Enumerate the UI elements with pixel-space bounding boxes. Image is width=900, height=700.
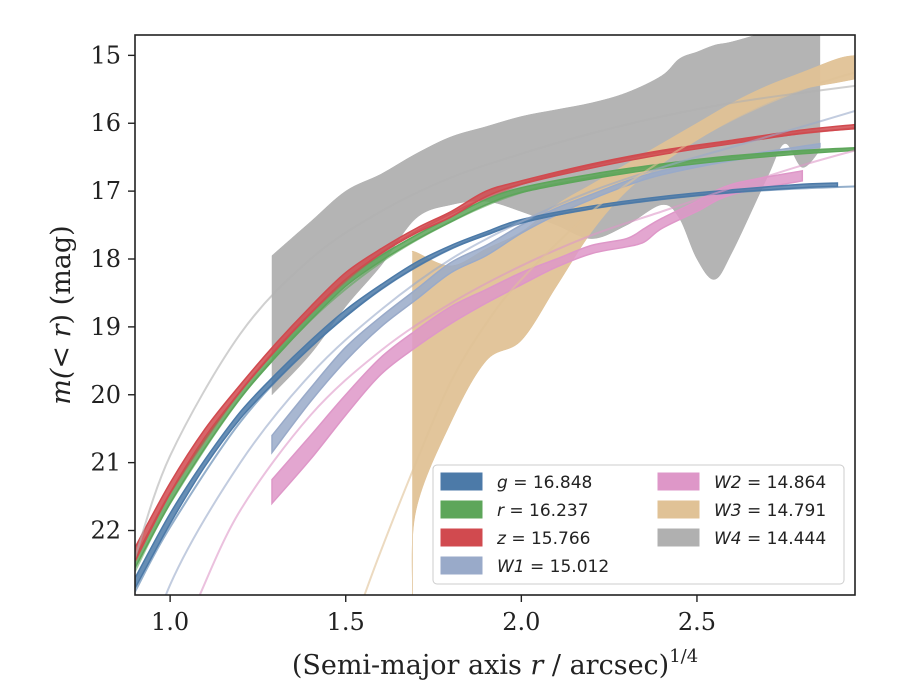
y-tick-label: 18 xyxy=(90,245,121,273)
x-axis-label-prefix: (Semi-major axis xyxy=(292,650,531,681)
y-tick-label: 21 xyxy=(90,449,121,477)
model-curve-w4 xyxy=(135,84,855,559)
plot-area xyxy=(135,35,855,595)
x-axis-label-variable: r xyxy=(530,650,545,681)
model-curve-z xyxy=(135,127,855,562)
model-curve-r xyxy=(135,147,855,572)
y-tick-label: 22 xyxy=(90,517,121,545)
legend-label-g: g = 16.848 xyxy=(497,473,592,493)
legend-swatch-w3 xyxy=(657,500,700,519)
model-curve-w2 xyxy=(198,149,855,595)
y-tick-label: 19 xyxy=(90,313,121,341)
x-tick-label: 2.5 xyxy=(678,608,716,636)
x-tick-label: 1.5 xyxy=(327,608,365,636)
x-tick-label: 1.0 xyxy=(151,608,189,636)
y-axis-label-suffix: ) (mag) xyxy=(46,225,77,324)
legend-box xyxy=(432,464,845,585)
x-axis-label: (Semi-major axis r / arcsec)1/4 xyxy=(292,646,698,681)
legend: g = 16.848 W2 = 14.864 r = 16.237 W3 = 14.7… xyxy=(432,464,845,585)
y-tick-label: 20 xyxy=(90,381,121,409)
band-w2 xyxy=(271,169,804,506)
model-curve-g xyxy=(135,185,855,593)
model-curve-w1 xyxy=(164,110,855,595)
y-tick-label: 17 xyxy=(90,177,121,205)
legend-label-w3: W3 = 14.791 xyxy=(714,501,826,521)
legend-swatch-g xyxy=(440,472,483,491)
legend-label-z: z = 15.766 xyxy=(496,529,590,549)
model-curve-w3 xyxy=(363,71,855,595)
band-w1 xyxy=(271,142,821,455)
legend-label-r: r = 16.237 xyxy=(497,501,589,521)
legend-swatch-w4 xyxy=(657,528,700,547)
y-tick-label: 15 xyxy=(90,41,121,69)
x-tick-label: 2.0 xyxy=(502,608,540,636)
y-axis-label: m(< r) (mag) xyxy=(46,225,77,404)
x-axis: 1.0 1.5 2.0 2.5 xyxy=(151,595,716,636)
x-axis-label-exponent: 1/4 xyxy=(669,646,698,667)
y-tick-label: 16 xyxy=(90,109,121,137)
legend-swatch-z xyxy=(440,528,483,547)
x-axis-label-suffix: / arcsec) xyxy=(543,650,669,681)
y-axis-label-variable: < r xyxy=(46,322,77,368)
legend-label-w1: W1 = 15.012 xyxy=(497,557,609,577)
legend-label-w4: W4 = 14.444 xyxy=(714,529,826,549)
y-axis-label-prefix: m( xyxy=(46,367,77,405)
plot-frame xyxy=(134,34,856,596)
legend-swatch-w2 xyxy=(657,472,700,491)
legend-swatch-r xyxy=(440,500,483,519)
legend-swatch-w1 xyxy=(440,556,483,575)
legend-label-w2: W2 = 14.864 xyxy=(714,473,826,493)
y-axis: 15 16 17 18 19 20 21 22 xyxy=(90,41,135,545)
